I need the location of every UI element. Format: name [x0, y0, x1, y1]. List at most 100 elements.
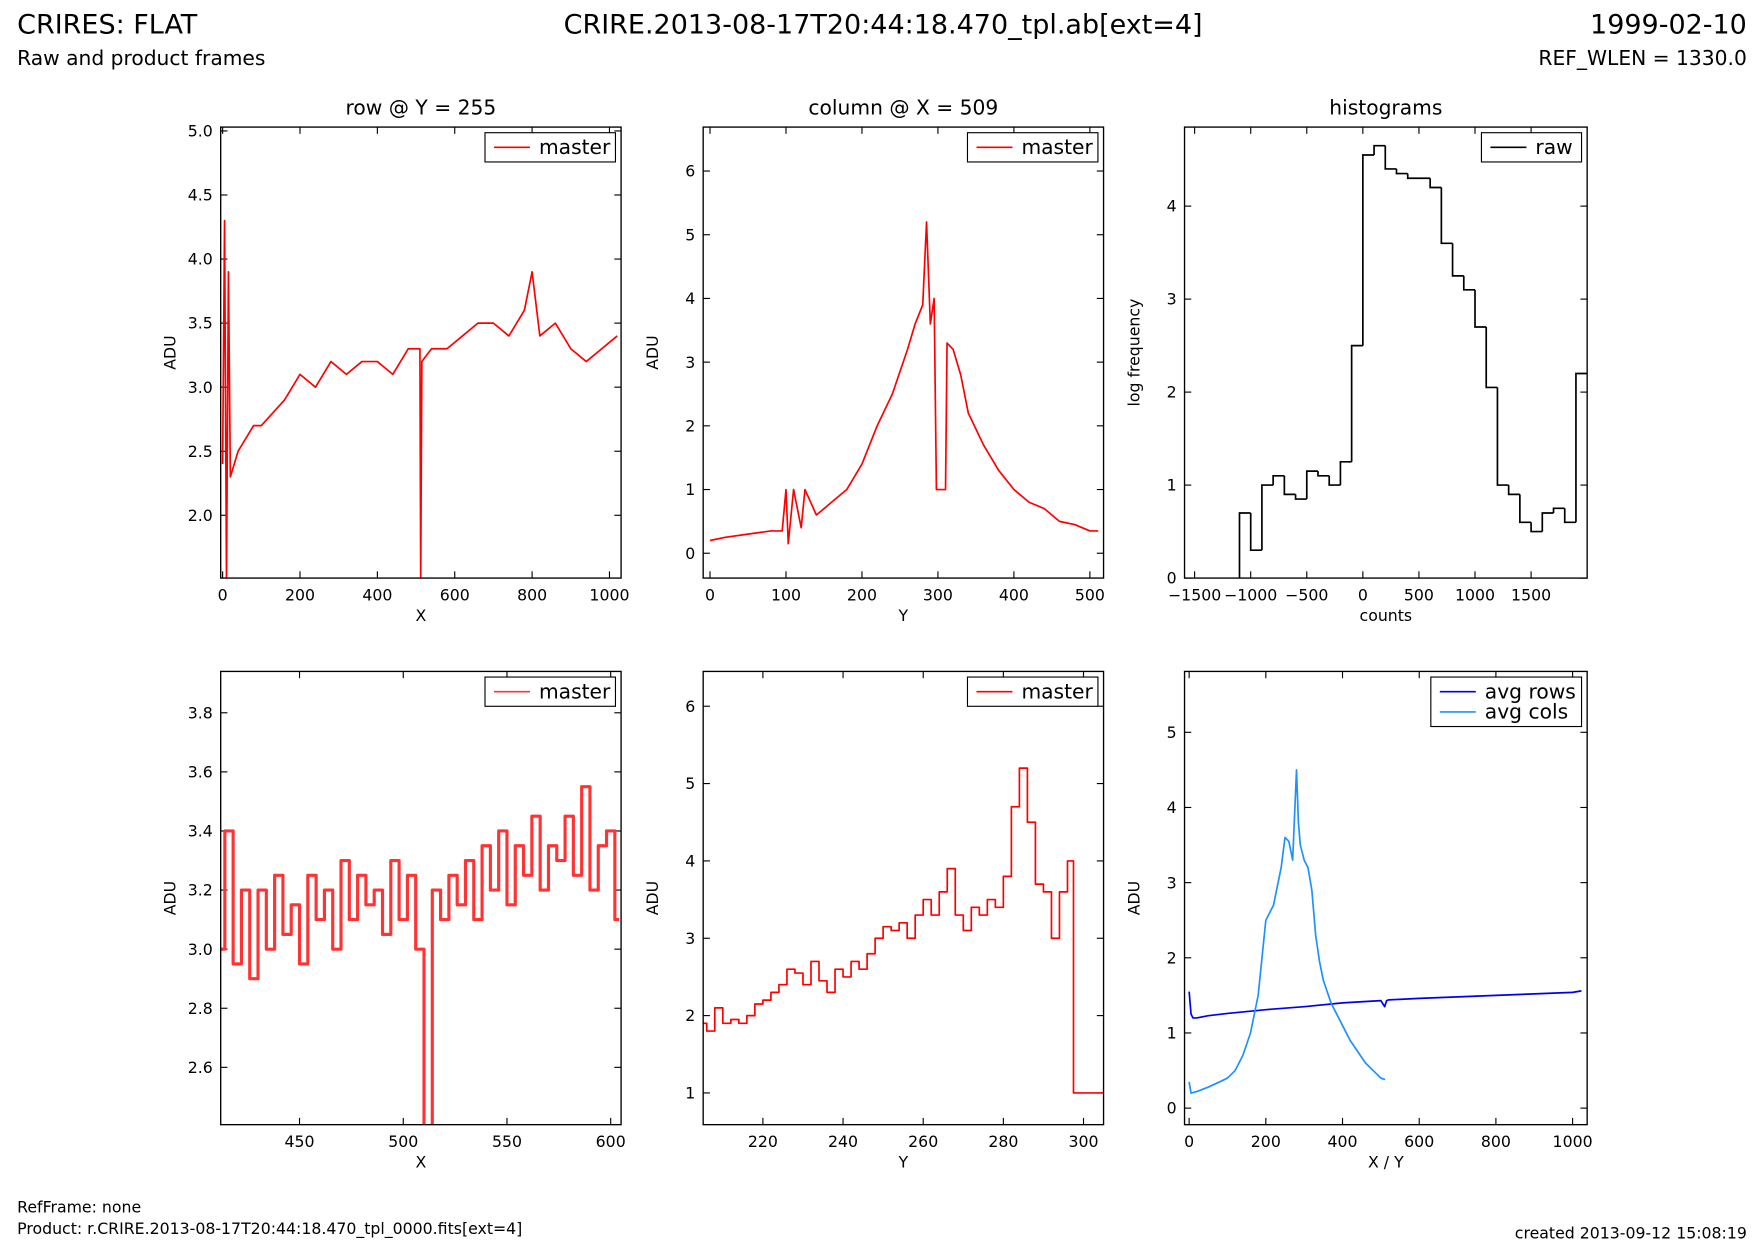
y-tick-label: 3.0 — [188, 940, 213, 959]
x-axis-label: Y — [898, 606, 909, 625]
histogram-bin — [1485, 327, 1498, 389]
x-tick-label: 100 — [771, 586, 801, 605]
page-title: CRIRES: FLAT — [17, 10, 198, 41]
histogram-bin — [1530, 522, 1543, 533]
plot-frame — [1183, 670, 1588, 1126]
histogram-bin — [1317, 471, 1330, 477]
x-tick-label: 400 — [1327, 1132, 1357, 1151]
histogram-bin — [1283, 475, 1296, 496]
y-tick-label: 2 — [1167, 383, 1177, 402]
histogram-bin — [1496, 387, 1509, 486]
plot-area — [220, 785, 620, 1125]
histogram-bin — [1339, 460, 1352, 486]
y-axis-label: ADU — [161, 335, 180, 369]
histogram-bin — [1474, 289, 1487, 328]
legend-label: avg cols — [1485, 700, 1568, 724]
y-tick-label: 4 — [1167, 798, 1177, 817]
x-tick-label: 240 — [828, 1132, 858, 1151]
plot-area — [1238, 144, 1588, 579]
legend-label: avg rows — [1485, 679, 1576, 703]
y-tick-label: 2 — [685, 416, 695, 435]
y-tick-label: 5.0 — [188, 122, 213, 141]
y-tick-label: 5 — [1167, 723, 1177, 742]
x-tick-label: 1500 — [1511, 586, 1551, 605]
y-tick-label: 3.8 — [188, 703, 213, 722]
y-tick-label: 3.6 — [188, 763, 213, 782]
data-line — [703, 767, 1104, 1094]
date: 1999-02-10 — [1590, 10, 1747, 41]
y-tick-label: 0 — [1167, 569, 1177, 588]
histogram-bin — [1373, 144, 1386, 155]
y-tick-label: 0 — [685, 544, 695, 563]
y-tick-label: 4 — [685, 852, 695, 871]
y-tick-label: 2.0 — [188, 506, 213, 525]
plot-frame — [220, 670, 622, 1126]
histogram-bin — [1507, 485, 1520, 496]
data-line — [709, 221, 1099, 545]
y-tick-label: 1 — [685, 480, 695, 499]
legend-box — [1430, 676, 1583, 728]
x-tick-label: −500 — [1285, 586, 1328, 605]
plot-frame — [702, 670, 1105, 1126]
y-tick-label: 6 — [685, 162, 695, 181]
y-tick-label: 3.0 — [188, 378, 213, 397]
y-tick-label: 3.2 — [188, 881, 213, 900]
legend-label: raw — [1535, 135, 1572, 159]
y-tick-label: 3 — [685, 353, 695, 372]
y-tick-label: 3 — [1167, 290, 1177, 309]
x-tick-label: 0 — [1358, 586, 1368, 605]
x-tick-label: 280 — [988, 1132, 1018, 1151]
x-tick-label: 450 — [285, 1132, 315, 1151]
y-tick-label: 6 — [685, 697, 695, 716]
histogram-bin — [1462, 275, 1476, 291]
x-tick-label: 0 — [1184, 1132, 1194, 1151]
plot-frame — [220, 126, 622, 579]
x-axis-label: X / Y — [1368, 1152, 1404, 1171]
histogram-bin — [1272, 474, 1285, 486]
ref-wlen: REF_WLEN = 1330.0 — [1538, 46, 1746, 70]
histogram-bin — [1328, 475, 1341, 486]
histogram-bin — [1552, 507, 1565, 513]
x-tick-label: 600 — [440, 586, 470, 605]
legend-label: master — [539, 679, 611, 703]
y-tick-label: 0 — [1167, 1099, 1177, 1118]
histogram-bin — [1541, 512, 1554, 532]
x-tick-label: 500 — [1075, 586, 1105, 605]
x-tick-label: 600 — [596, 1132, 626, 1151]
x-tick-label: 800 — [1481, 1132, 1511, 1151]
plot-area — [221, 219, 618, 579]
y-tick-label: 2.8 — [188, 999, 213, 1018]
y-tick-label: 3.5 — [188, 314, 213, 333]
created: created 2013-09-12 15:08:19 — [1515, 1223, 1747, 1242]
y-tick-label: 4.5 — [188, 186, 213, 205]
histogram-bin — [1261, 484, 1274, 551]
histogram-bin — [1563, 508, 1576, 524]
histogram-bin — [1575, 372, 1588, 523]
x-axis-label: X — [415, 1152, 426, 1171]
x-tick-label: 400 — [999, 586, 1029, 605]
histogram-bin — [1395, 168, 1408, 175]
y-tick-label: 1 — [685, 1084, 695, 1103]
histogram-bin — [1429, 178, 1442, 189]
x-tick-label: 1000 — [1455, 586, 1495, 605]
data-line — [1188, 990, 1582, 1019]
y-tick-label: 2.5 — [188, 442, 213, 461]
product: Product: r.CRIRE.2013-08-17T20:44:18.470… — [17, 1219, 522, 1239]
y-tick-label: 5 — [685, 774, 695, 793]
x-tick-label: 200 — [285, 586, 315, 605]
data-line — [220, 785, 620, 1125]
histogram-bin — [1238, 512, 1251, 579]
y-axis-label: log frequency — [1125, 299, 1144, 407]
x-tick-label: 200 — [1251, 1132, 1281, 1151]
x-tick-label: 260 — [908, 1132, 938, 1151]
histogram-bin — [1384, 145, 1397, 170]
x-axis-label: Y — [898, 1152, 909, 1171]
histogram-bin — [1294, 494, 1307, 500]
x-tick-label: 220 — [748, 1132, 778, 1151]
y-tick-label: 4.0 — [188, 250, 213, 269]
chart-title: histograms — [1329, 96, 1442, 120]
histogram-bin — [1440, 187, 1453, 245]
